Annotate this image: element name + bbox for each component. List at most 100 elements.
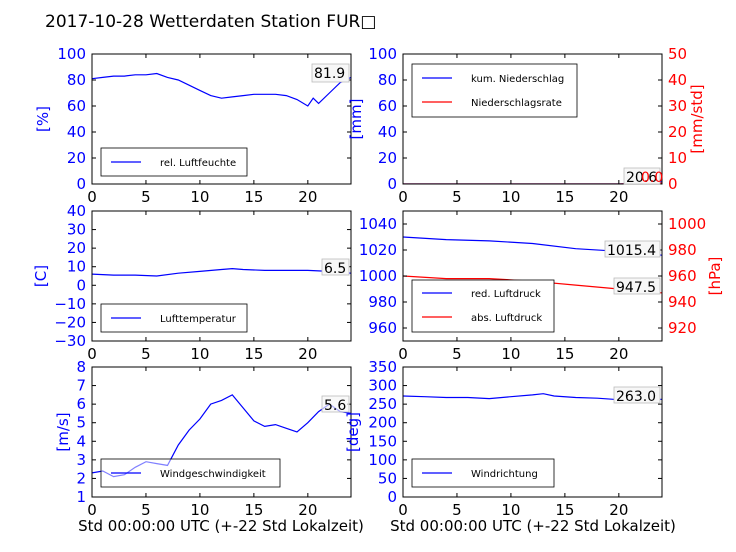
x-tick-label: 15 <box>555 345 574 363</box>
precipitation-x-ticks: 0 5 10 15 20 <box>398 54 628 206</box>
y-tick-label: 150 <box>368 432 397 450</box>
pressure-legend-label-1: red. Luftdruck <box>471 289 541 300</box>
panel-windspeed-frame <box>91 366 352 498</box>
precipitation-y2-ticks: 0 10 20 30 40 50 <box>658 45 687 193</box>
windspeed-annotation: 5.6 <box>324 398 346 414</box>
pressure-annotation-1: 1015.4 <box>607 243 656 259</box>
y-tick-label: 30 <box>67 221 86 239</box>
y-tick-label: 1040 <box>359 215 397 233</box>
y-tick-label: 60 <box>67 97 86 115</box>
y-tick-label: 0 <box>387 488 397 506</box>
y2-tick-label: 30 <box>668 97 687 115</box>
y-tick-label: 1000 <box>359 267 397 285</box>
precipitation-annotation-1: 20.6 <box>626 170 657 186</box>
windspeed-ylabel: [m/s] <box>54 412 72 451</box>
y2-tick-label: 980 <box>668 241 697 259</box>
y-tick-label: 5 <box>76 414 86 432</box>
x-tick-label: 0 <box>87 345 97 363</box>
x-tick-label: 10 <box>190 345 209 363</box>
x-tick-label: 5 <box>141 188 151 206</box>
y-tick-label: 40 <box>67 123 86 141</box>
precipitation-annotation-box-1 <box>623 167 661 185</box>
y-tick-label: 100 <box>368 45 397 63</box>
y2-tick-label: 0 <box>668 175 678 193</box>
windspeed-annotation-box <box>321 395 350 413</box>
y-tick-label: 50 <box>378 469 397 487</box>
panel-winddirection-frame <box>402 366 663 498</box>
y-tick-label: 1 <box>76 488 86 506</box>
y-tick-label: 960 <box>368 319 397 337</box>
x-tick-label: 5 <box>452 345 462 363</box>
windspeed-x-ticks: 0 5 10 15 20 <box>87 367 317 519</box>
x-tick-label: 20 <box>298 345 317 363</box>
winddirection-ylabel: [deg] <box>344 412 362 452</box>
winddirection-legend-label: Windrichtung <box>471 469 538 480</box>
y-tick-label: 20 <box>67 239 86 257</box>
x-tick-label: 5 <box>452 188 462 206</box>
y-tick-label: −30 <box>54 332 86 350</box>
humidity-y-ticks: 0 20 40 60 80 100 <box>57 45 351 193</box>
temperature-x-ticks: 0 5 10 15 20 <box>87 211 317 363</box>
panel-humidity-frame <box>91 53 352 185</box>
pressure-y-ticks: 960 980 1000 1020 1040 <box>359 215 407 337</box>
x-tick-label: 5 <box>452 501 462 519</box>
x-axis-label-left: Std 00:00:00 UTC (+-22 Std Lokalzeit) <box>78 517 364 535</box>
pressure-annotation-box-2 <box>613 277 661 295</box>
precipitation-legend <box>411 63 578 118</box>
x-tick-label: 0 <box>398 345 408 363</box>
y-tick-label: 300 <box>368 377 397 395</box>
y-tick-label: 20 <box>378 149 397 167</box>
humidity-annotation: 81.9 <box>314 66 345 82</box>
series-line-0 <box>92 72 351 107</box>
y-tick-label: 7 <box>76 377 86 395</box>
y-tick-label: 20 <box>67 149 86 167</box>
y-tick-label: 350 <box>368 358 397 376</box>
y-tick-label: 2 <box>76 469 86 487</box>
precipitation-annotation-2: 0.0 <box>641 170 663 186</box>
x-tick-label: 0 <box>87 501 97 519</box>
precipitation-ylabel: [mm] <box>347 99 365 140</box>
y2-tick-label: 20 <box>668 123 687 141</box>
x-tick-label: 15 <box>555 501 574 519</box>
y-tick-label: 4 <box>76 432 86 450</box>
precipitation-y-ticks: 0 20 40 60 80 100 <box>368 45 407 193</box>
y-tick-label: 980 <box>368 293 397 311</box>
series-line-0 <box>92 267 351 277</box>
y-tick-label: 1020 <box>359 241 397 259</box>
y-tick-label: −20 <box>54 313 86 331</box>
x-tick-label: 0 <box>398 188 408 206</box>
humidity-legend-label: rel. Luftfeuchte <box>160 158 236 169</box>
humidity-x-ticks: 0 5 10 15 20 <box>87 54 317 206</box>
figure-title: 2017-10-28 Wetterdaten Station FUR□ <box>45 12 376 32</box>
y-tick-label: 100 <box>57 45 86 63</box>
y2-tick-label: 960 <box>668 267 697 285</box>
pressure-y2-ticks: 920 940 960 980 1000 <box>658 215 706 337</box>
y-tick-label: 100 <box>368 451 397 469</box>
panel-precipitation: 0 20 40 60 80 100 0 10 20 30 40 50 0 5 10 15 20 [mm] [… <box>347 45 706 206</box>
y-tick-label: 8 <box>76 358 86 376</box>
humidity-annotation-box <box>311 63 350 83</box>
y2-tick-label: 1000 <box>668 215 706 233</box>
precipitation-ylabel-right: [mm/std] <box>688 84 706 153</box>
y-tick-label: 40 <box>378 123 397 141</box>
x-tick-label: 10 <box>501 188 520 206</box>
y-tick-label: 3 <box>76 451 86 469</box>
y2-tick-label: 50 <box>668 45 687 63</box>
x-tick-label: 5 <box>141 501 151 519</box>
x-tick-label: 10 <box>190 501 209 519</box>
panel-humidity: 0 20 40 60 80 100 0 5 10 15 20 [%] 81.9 rel. Luft… <box>34 45 352 206</box>
y-tick-label: 250 <box>368 395 397 413</box>
y-tick-label: 0 <box>387 175 397 193</box>
winddirection-x-ticks: 0 5 10 15 20 <box>398 367 628 519</box>
x-tick-label: 10 <box>190 188 209 206</box>
pressure-annotation-2: 947.5 <box>616 280 656 296</box>
x-tick-label: 15 <box>244 188 263 206</box>
x-tick-label: 20 <box>298 188 317 206</box>
y-tick-label: 60 <box>378 97 397 115</box>
